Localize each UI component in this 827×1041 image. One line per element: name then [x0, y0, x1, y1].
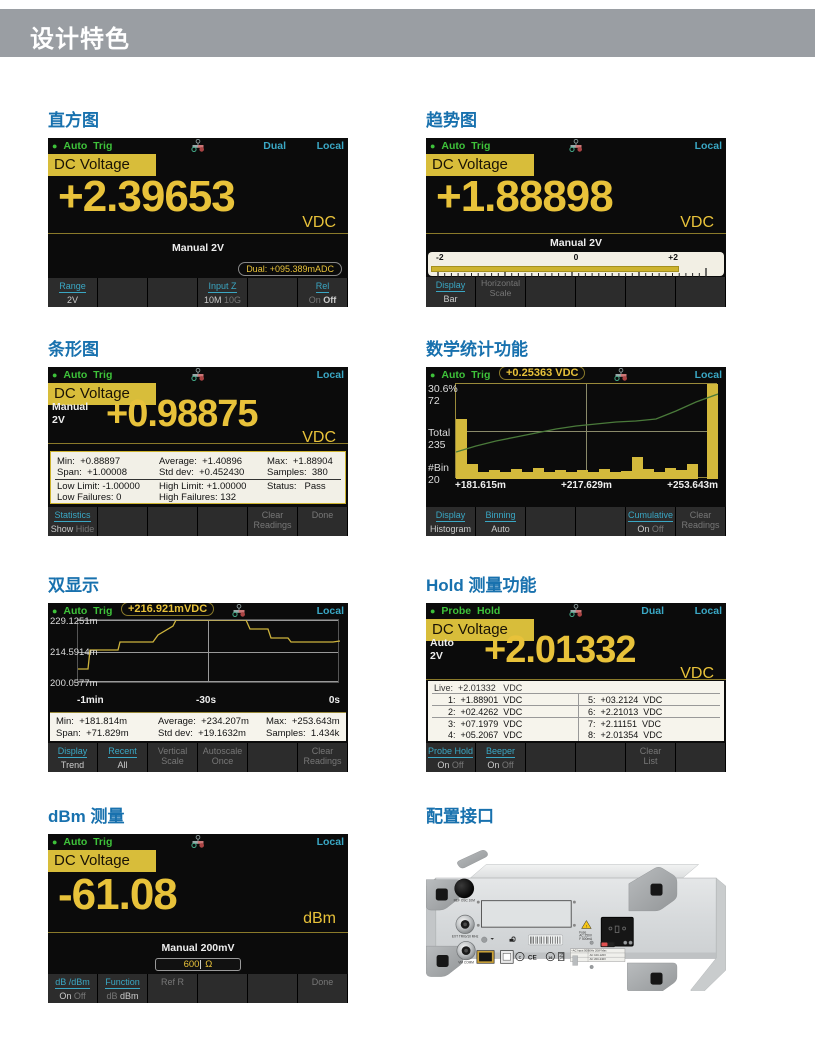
svg-text:AC 100-120V: AC 100-120V [590, 953, 607, 957]
svg-text:AC 200-240V: AC 200-240V [590, 957, 607, 961]
svg-text:!: ! [586, 923, 587, 928]
svg-text:EXT TRIG/10 MHz: EXT TRIG/10 MHz [452, 934, 479, 938]
svg-text:VM COMM: VM COMM [458, 961, 474, 965]
svg-text:REF OSC 10M: REF OSC 10M [454, 898, 476, 902]
svg-text:F 500mA: F 500mA [579, 937, 593, 941]
svg-text:c: c [519, 955, 522, 961]
svg-text:16: 16 [548, 956, 552, 960]
svg-text:CE: CE [528, 955, 538, 962]
svg-text:⏷: ⏷ [490, 938, 494, 943]
svg-text:~AC Input 50/60Hz 20W Max: ~AC Input 50/60Hz 20W Max [571, 949, 607, 953]
